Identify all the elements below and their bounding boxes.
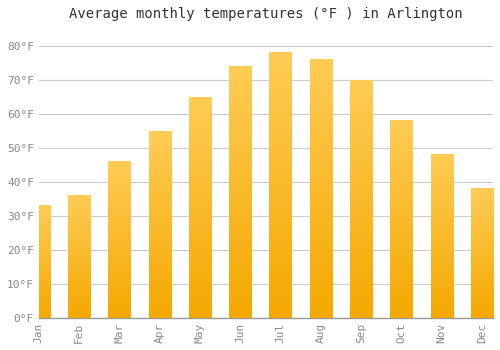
Bar	[471, 189, 493, 318]
Bar	[108, 162, 130, 318]
Title: Average monthly temperatures (°F ) in Arlington: Average monthly temperatures (°F ) in Ar…	[69, 7, 462, 21]
Bar	[270, 53, 291, 318]
Bar	[148, 131, 171, 318]
Bar	[68, 196, 90, 318]
Bar	[350, 80, 372, 318]
Bar	[310, 60, 332, 318]
Bar	[229, 66, 252, 318]
Bar	[390, 121, 412, 318]
Bar	[430, 155, 453, 318]
Bar	[28, 206, 50, 318]
Bar	[189, 97, 211, 318]
